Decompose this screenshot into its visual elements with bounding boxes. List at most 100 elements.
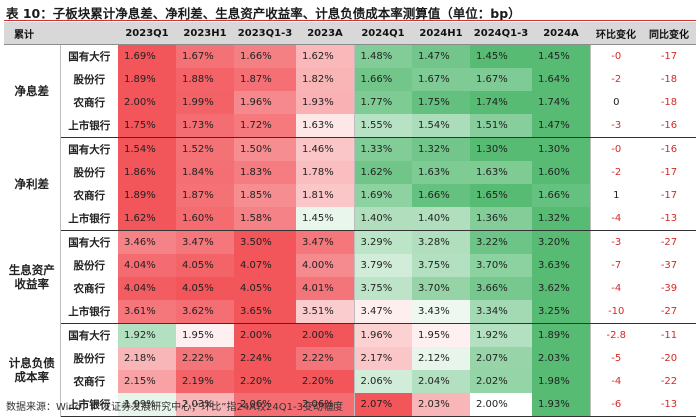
value-cell: 1.93% bbox=[532, 393, 590, 417]
value-cell: 3.47% bbox=[176, 230, 234, 254]
yoy-change-cell: -18 bbox=[642, 68, 696, 91]
value-cell: 2.03% bbox=[176, 393, 234, 417]
table-row: 上市银行 1.62% 1.60% 1.58% 1.45% 1.40% 1.40% 1.36% 1… bbox=[4, 207, 696, 231]
value-cell: 1.84% bbox=[176, 161, 234, 184]
table-row: 农商行 2.15% 2.19% 2.20% 2.20% 2.06% 2.04% 2.02% 1.… bbox=[4, 370, 696, 393]
bank-label: 股份行 bbox=[60, 254, 118, 277]
value-cell: 2.00% bbox=[296, 323, 354, 347]
value-cell: 1.48% bbox=[353, 44, 412, 68]
value-cell: 4.07% bbox=[234, 254, 296, 277]
table-row: 上市银行 3.61% 3.62% 3.65% 3.51% 3.47% 3.43% 3.34% 3… bbox=[4, 300, 696, 324]
value-cell: 2.20% bbox=[234, 370, 296, 393]
value-cell: 1.30% bbox=[532, 137, 590, 161]
value-cell: 2.00% bbox=[118, 91, 176, 114]
value-cell: 1.86% bbox=[118, 161, 176, 184]
value-cell: 1.72% bbox=[234, 114, 296, 138]
value-cell: 1.95% bbox=[412, 323, 470, 347]
table-row: 农商行 4.04% 4.05% 4.05% 4.01% 3.75% 3.70% 3.66% 3.… bbox=[4, 277, 696, 300]
table-row: 计息负债成本率 国有大行 1.92% 1.95% 2.00% 2.00% 1.96% 1.95… bbox=[4, 323, 696, 417]
value-cell: 1.99% bbox=[118, 393, 176, 417]
value-cell: 1.66% bbox=[353, 68, 412, 91]
value-cell: 2.17% bbox=[353, 347, 412, 370]
value-cell: 1.52% bbox=[176, 137, 234, 161]
qoq-change-cell: -4 bbox=[589, 277, 642, 300]
col-header: 2024A bbox=[532, 22, 590, 45]
table-row: 农商行 2.00% 1.99% 1.96% 1.93% 1.77% 1.75% 1.74% 1.… bbox=[4, 91, 696, 114]
value-cell: 4.04% bbox=[118, 277, 176, 300]
value-cell: 1.32% bbox=[412, 137, 470, 161]
table-title: 表 10：子板块累计净息差、净利差、生息资产收益率、计息负债成本率测算值（单位：… bbox=[6, 6, 521, 21]
table-row: 生息资产收益率 国有大行 3.46% 3.47% 3.50% 3.47% 3.29% 3.28… bbox=[4, 230, 696, 324]
value-cell: 1.64% bbox=[532, 68, 590, 91]
value-cell: 1.75% bbox=[118, 114, 176, 138]
value-cell: 2.19% bbox=[176, 370, 234, 393]
value-cell: 1.96% bbox=[234, 91, 296, 114]
yoy-change-cell: -39 bbox=[642, 277, 696, 300]
col-header: 2023H1 bbox=[176, 22, 234, 45]
yoy-change-cell: -17 bbox=[642, 44, 696, 68]
value-cell: 3.34% bbox=[470, 300, 532, 324]
value-cell: 2.18% bbox=[118, 347, 176, 370]
col-header: 2023Q1-3 bbox=[234, 22, 296, 45]
value-cell: 3.43% bbox=[412, 300, 470, 324]
value-cell: 1.51% bbox=[470, 114, 532, 138]
table-row: 股份行 2.18% 2.22% 2.24% 2.22% 2.17% 2.12% 2.07% 2.… bbox=[4, 347, 696, 370]
value-cell: 1.69% bbox=[118, 44, 176, 68]
value-cell: 1.85% bbox=[234, 184, 296, 207]
value-cell: 3.79% bbox=[353, 254, 412, 277]
bank-label: 农商行 bbox=[60, 184, 118, 207]
value-cell: 1.92% bbox=[118, 323, 176, 347]
value-cell: 1.55% bbox=[353, 114, 412, 138]
value-cell: 3.70% bbox=[470, 254, 532, 277]
qoq-change-cell: -5 bbox=[589, 347, 642, 370]
value-cell: 4.05% bbox=[234, 277, 296, 300]
yoy-change-cell: -17 bbox=[642, 184, 696, 207]
value-cell: 4.05% bbox=[176, 277, 234, 300]
value-cell: 1.89% bbox=[118, 68, 176, 91]
table-row: 股份行 1.89% 1.88% 1.87% 1.82% 1.66% 1.67% 1.67% 1.… bbox=[4, 68, 696, 91]
value-cell: 2.03% bbox=[412, 393, 470, 417]
value-cell: 1.89% bbox=[118, 184, 176, 207]
value-cell: 2.03% bbox=[532, 347, 590, 370]
value-cell: 2.07% bbox=[470, 347, 532, 370]
value-cell: 1.33% bbox=[353, 137, 412, 161]
value-cell: 1.45% bbox=[296, 207, 354, 231]
qoq-change-cell: -6 bbox=[589, 393, 642, 417]
value-cell: 1.92% bbox=[470, 323, 532, 347]
value-cell: 1.63% bbox=[296, 114, 354, 138]
value-cell: 1.47% bbox=[532, 114, 590, 138]
qoq-change-cell: 1 bbox=[589, 184, 642, 207]
col-header: 2024Q1 bbox=[354, 22, 412, 45]
value-cell: 1.83% bbox=[234, 161, 296, 184]
title-divider bbox=[4, 20, 696, 21]
metric-label: 净息差 bbox=[4, 44, 61, 138]
value-cell: 4.04% bbox=[118, 254, 176, 277]
table-row: 股份行 4.04% 4.05% 4.07% 4.00% 3.79% 3.75% 3.70% 3.… bbox=[4, 254, 696, 277]
value-cell: 1.63% bbox=[470, 161, 532, 184]
qoq-change-cell: -10 bbox=[589, 300, 642, 324]
header-row: 累计 2023Q1 2023H1 2023Q1-3 2023A 2024Q1 2… bbox=[4, 22, 696, 45]
yoy-change-cell: -17 bbox=[642, 161, 696, 184]
value-cell: 1.69% bbox=[353, 184, 412, 207]
bank-label: 国有大行 bbox=[60, 137, 118, 161]
value-cell: 1.66% bbox=[412, 184, 470, 207]
bank-label: 农商行 bbox=[60, 91, 118, 114]
qoq-change-cell: -7 bbox=[589, 254, 642, 277]
value-cell: 1.74% bbox=[532, 91, 590, 114]
table-row: 上市银行 1.99% 2.03% 2.06% 2.06% 2.07% 2.03% 2.00% 1… bbox=[4, 393, 696, 417]
value-cell: 1.98% bbox=[532, 370, 590, 393]
table-row: 上市银行 1.75% 1.73% 1.72% 1.63% 1.55% 1.54% 1.51% 1… bbox=[4, 114, 696, 138]
value-cell: 3.63% bbox=[532, 254, 590, 277]
col-header: 累计 bbox=[4, 22, 60, 45]
value-cell: 1.74% bbox=[470, 91, 532, 114]
value-cell: 1.99% bbox=[176, 91, 234, 114]
value-cell: 1.54% bbox=[118, 137, 176, 161]
yoy-change-cell: -27 bbox=[642, 300, 696, 324]
value-cell: 1.32% bbox=[532, 207, 590, 231]
value-cell: 2.00% bbox=[470, 393, 532, 417]
value-cell: 1.67% bbox=[412, 68, 470, 91]
value-cell: 3.22% bbox=[470, 230, 532, 254]
value-cell: 1.96% bbox=[353, 323, 412, 347]
bank-label: 股份行 bbox=[60, 68, 118, 91]
qoq-change-cell: -0 bbox=[589, 137, 642, 161]
